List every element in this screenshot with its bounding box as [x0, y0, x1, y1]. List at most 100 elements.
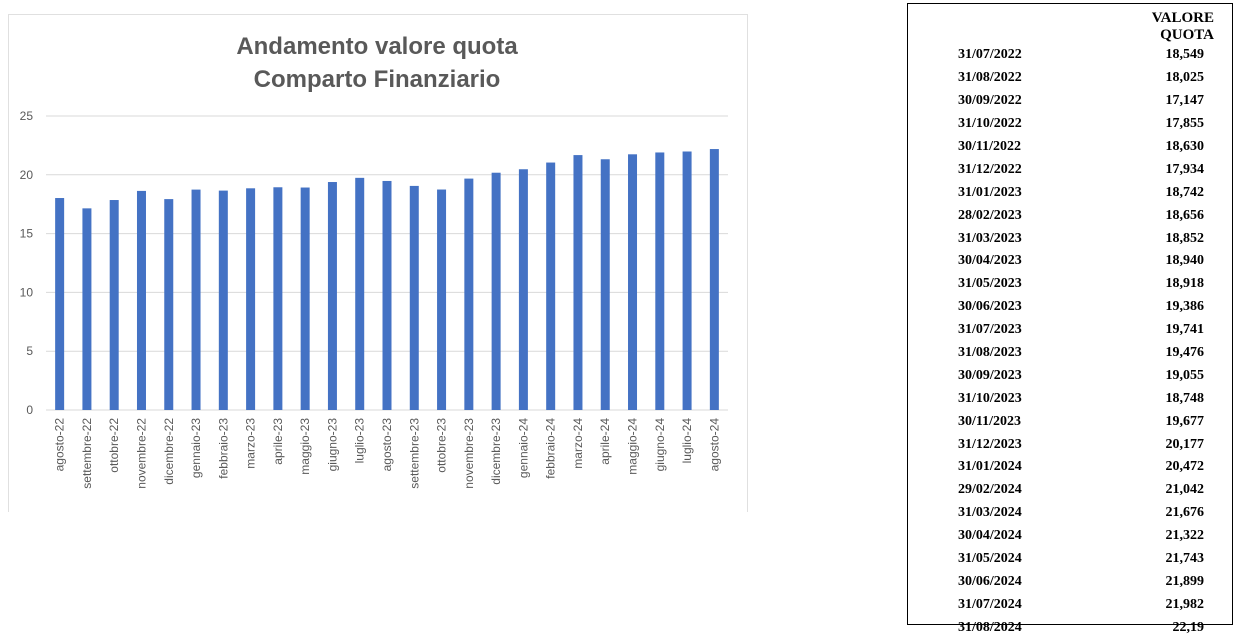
table-cell-date: 28/02/2023	[958, 207, 1022, 223]
bar	[191, 189, 201, 410]
table-cell-value: 19,476	[1165, 345, 1205, 361]
table-row: 31/10/2023 18,748	[908, 387, 1232, 410]
table-cell-date: 30/09/2022	[958, 93, 1022, 109]
table-row: 30/06/2024 21,899	[908, 570, 1232, 593]
table-cell-value: 21,982	[1165, 596, 1205, 612]
table-row: 30/09/2022 17,147	[908, 90, 1232, 113]
table-row: 28/02/2023 18,656	[908, 204, 1232, 227]
x-tick-label: giugno-24	[653, 418, 667, 472]
bar	[136, 190, 146, 410]
table-cell-date: 30/06/2023	[958, 299, 1022, 315]
table-cell-date: 30/09/2023	[958, 367, 1022, 383]
table-row: 30/11/2022 18,630	[908, 136, 1232, 159]
table-cell-date: 31/08/2023	[958, 345, 1022, 361]
table-cell-value: 17,934	[1165, 161, 1205, 177]
table-cell-value: 18,748	[1165, 390, 1205, 406]
table-cell-date: 30/04/2023	[958, 253, 1022, 269]
bar	[628, 154, 638, 410]
bar	[164, 199, 174, 410]
table-cell-date: 30/06/2024	[958, 573, 1022, 589]
table-cell-value: 21,743	[1165, 551, 1205, 567]
chart-title-line-1: Andamento valore quota	[236, 33, 518, 60]
x-tick-label: settembre-22	[80, 418, 94, 489]
chart-title: Andamento valore quota Comparto Finanzia…	[8, 14, 746, 96]
bar	[409, 185, 419, 410]
x-tick-label: gennaio-24	[516, 418, 530, 478]
table-cell-date: 31/10/2023	[958, 390, 1022, 406]
table-cell-value: 18,549	[1165, 47, 1205, 63]
bar	[246, 188, 256, 410]
bar	[464, 178, 474, 410]
x-tick-label: dicembre-22	[162, 418, 176, 485]
y-tick-label: 5	[26, 344, 33, 358]
x-tick-label: maggio-24	[626, 418, 640, 475]
bar	[82, 208, 92, 410]
bar	[382, 180, 392, 410]
table-row: 31/08/2023 19,476	[908, 342, 1232, 365]
table-cell-date: 31/07/2023	[958, 322, 1022, 338]
table-row: 31/12/2022 17,934	[908, 158, 1232, 181]
table-cell-date: 31/03/2023	[958, 230, 1022, 246]
bar	[218, 190, 228, 410]
x-tick-label: settembre-23	[407, 418, 421, 489]
y-tick-label: 15	[20, 227, 34, 241]
bar	[518, 169, 528, 410]
table-cell-value: 21,322	[1165, 528, 1205, 544]
table-cell-value: 18,630	[1165, 139, 1205, 154]
table-cell-date: 31/01/2023	[958, 184, 1022, 200]
table-cell-date: 31/07/2022	[958, 47, 1022, 63]
table-row: 31/05/2024 21,743	[908, 548, 1232, 571]
x-tick-label: agosto-23	[380, 418, 394, 472]
table-cell-date: 30/11/2022	[958, 139, 1022, 154]
x-tick-label: gennaio-23	[189, 418, 203, 478]
table-row: 30/11/2023 19,677	[908, 410, 1232, 433]
table-cell-date: 31/03/2024	[958, 505, 1022, 521]
table-cell-value: 20,472	[1165, 459, 1205, 475]
table-cell-value: 17,855	[1165, 116, 1205, 132]
x-tick-label: marzo-24	[571, 418, 585, 469]
x-tick-label: aprile-23	[271, 418, 285, 465]
y-tick-label: 20	[20, 168, 34, 182]
x-tick-label: luglio-24	[680, 418, 694, 464]
table-cell-value: 21,676	[1165, 505, 1205, 521]
bar	[709, 149, 719, 410]
table-header-valore-quota: VALORE QUOTA	[1151, 10, 1214, 43]
table-cell-date: 31/05/2023	[958, 276, 1022, 292]
table-row: 31/07/2023 19,741	[908, 319, 1232, 342]
x-tick-label: ottobre-22	[107, 418, 121, 473]
table-row: 30/04/2023 18,940	[908, 250, 1232, 273]
table-cell-value: 19,741	[1165, 322, 1205, 338]
bar	[327, 182, 337, 410]
table-cell-value: 18,852	[1165, 230, 1205, 246]
bar	[573, 155, 583, 410]
x-tick-label: aprile-24	[598, 418, 612, 465]
y-tick-label: 0	[26, 403, 33, 417]
table-cell-value: 19,055	[1165, 367, 1205, 383]
bar	[491, 172, 501, 410]
table-cell-date: 30/11/2023	[958, 413, 1022, 429]
bar	[600, 159, 610, 410]
table-cell-date: 31/05/2024	[958, 551, 1022, 567]
table-cell-value: 18,025	[1165, 70, 1205, 86]
bar	[546, 162, 556, 410]
x-tick-label: novembre-22	[134, 418, 148, 489]
quota-table: VALORE QUOTA 31/07/2022 18,549 31/08/2022 1…	[908, 4, 1232, 639]
table-cell-date: 29/02/2024	[958, 482, 1022, 498]
bar	[300, 187, 310, 410]
x-tick-label: novembre-23	[462, 418, 476, 489]
table-row: 31/10/2022 17,855	[908, 113, 1232, 136]
table-cell-date: 31/10/2022	[958, 116, 1022, 132]
table-row: 31/07/2022 18,549	[908, 44, 1232, 67]
bar	[355, 177, 365, 410]
table-cell-value: 19,677	[1165, 413, 1205, 429]
table-cell-date: 30/04/2024	[958, 528, 1022, 544]
x-tick-label: dicembre-23	[489, 418, 503, 485]
table-cell-value: 18,742	[1165, 184, 1205, 200]
table-cell-date: 31/12/2023	[958, 436, 1022, 452]
table-cell-value: 19,386	[1165, 299, 1205, 315]
table-row: 30/06/2023 19,386	[908, 296, 1232, 319]
table-row: 31/08/2022 18,025	[908, 67, 1232, 90]
table-cell-date: 31/01/2024	[958, 459, 1022, 475]
x-tick-label: maggio-23	[298, 418, 312, 475]
bar-chart: 0 5 10 15 20 25 agosto-22 settembre-22 ottobre-2…	[20, 109, 728, 489]
